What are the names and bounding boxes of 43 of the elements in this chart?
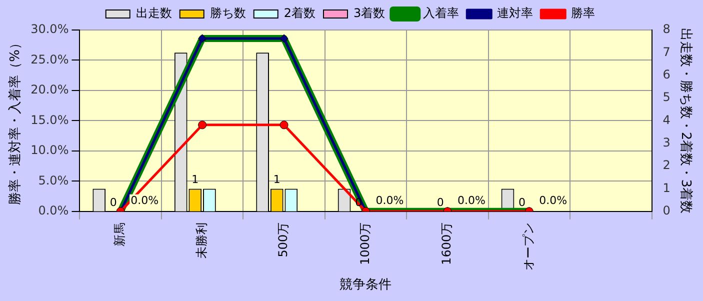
y-tick-label: 0.0%: [38, 204, 69, 218]
point: [280, 120, 288, 130]
y-tick-label: 20.0%: [30, 82, 69, 97]
data-label: 0: [518, 196, 526, 209]
data-label: 0.0%: [130, 194, 159, 207]
y2-tick-label: 2: [662, 158, 670, 172]
x-tick-label: オープン: [521, 222, 536, 270]
legend-label: 連対率: [497, 6, 534, 20]
y2-tick-label: 1: [662, 180, 670, 195]
y2-tick-label: 0: [662, 204, 670, 218]
x-axis-title: 競争条件: [340, 278, 392, 293]
y2-tick-label: 6: [662, 67, 670, 82]
data-label: 1: [192, 173, 199, 186]
y2-tick-label: 3: [662, 136, 670, 150]
legend-label: 入着率: [423, 6, 460, 20]
y2-axis-title: 出走数・勝ち数・2着数・3着数: [678, 28, 694, 214]
data-label: 0: [436, 196, 444, 209]
legend-label: 勝ち数: [210, 6, 246, 20]
point: [198, 120, 207, 130]
y2-tick-label: 8: [662, 22, 670, 36]
y2-tick-label: 4: [662, 112, 670, 127]
x-tick-label: 未勝利: [194, 222, 208, 258]
data-label: 0.0%: [376, 194, 404, 207]
y2-tick-label: 5: [662, 90, 670, 104]
data-label: 0: [110, 196, 117, 209]
data-label: 0.0%: [539, 194, 568, 207]
y-axis-title: 勝率・連対率・入着率（%）: [7, 36, 24, 205]
x-tick-label: 1600万: [440, 222, 454, 265]
y-tick-label: 5.0%: [38, 173, 69, 188]
legend-label: 勝率: [571, 6, 596, 20]
y-tick-label: 30.0%: [30, 22, 69, 36]
y-tick-label: 25.0%: [30, 52, 69, 66]
data-label: 1: [273, 173, 280, 186]
data-label: 0.0%: [457, 194, 486, 207]
y-tick-label: 15.0%: [30, 112, 69, 127]
x-tick-label: 新馬: [112, 222, 127, 246]
legend-label: 3着数: [354, 6, 386, 20]
y-tick-label: 10.0%: [30, 143, 69, 158]
y2-tick-label: 7: [662, 44, 670, 59]
legend-label: 2着数: [284, 6, 316, 20]
x-tick-label: 500万: [276, 222, 290, 258]
legend-label: 出走数: [136, 6, 172, 20]
x-tick-label: 1000万: [358, 222, 372, 265]
